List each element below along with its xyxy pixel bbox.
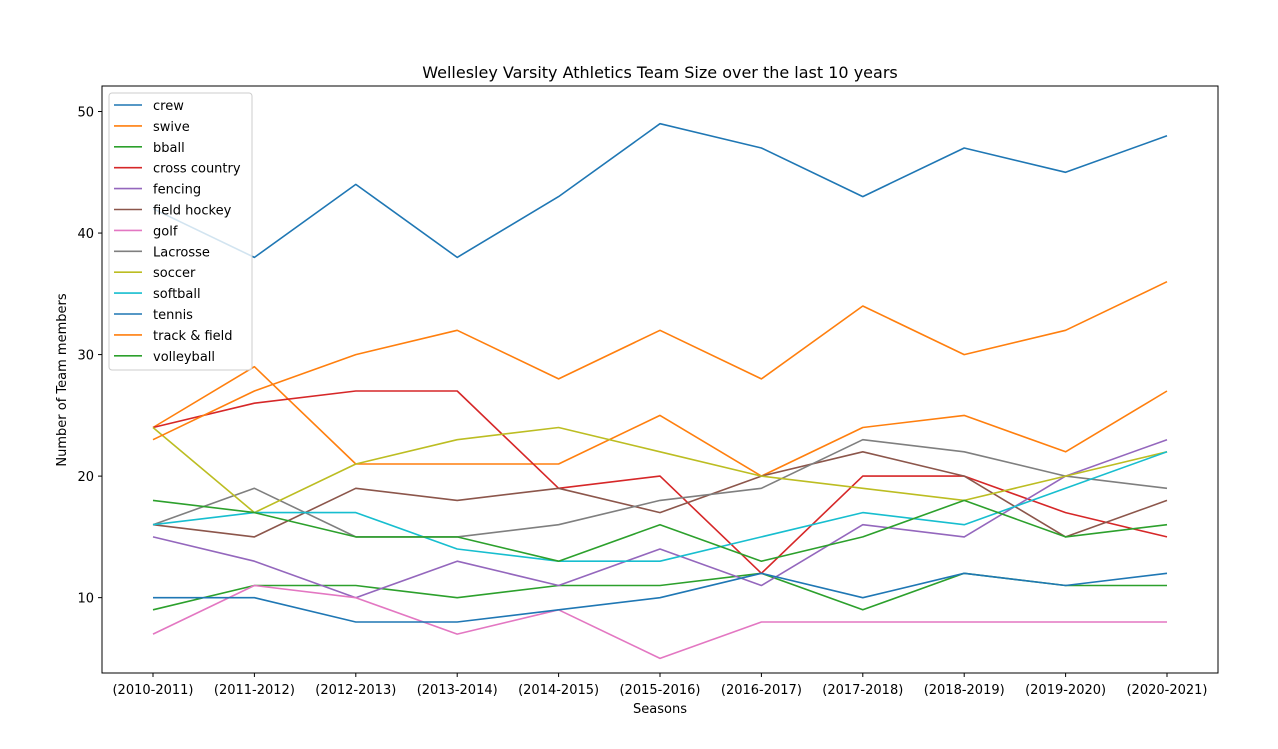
series-line-track-field: [152, 280, 1168, 441]
x-tick-label: (2017-2018): [822, 683, 903, 698]
series-line-field-hockey: [152, 450, 1168, 538]
legend-entry: cross country: [153, 162, 241, 177]
series-lines: [152, 122, 1168, 660]
y-axis: 10 20 30 40 50: [77, 106, 102, 607]
x-tick-label: (2013-2014): [417, 683, 498, 698]
series-line-swive: [152, 365, 1168, 477]
y-tick-label: 10: [77, 592, 94, 607]
legend: crew swive bball cross country fencing field …: [108, 92, 253, 371]
series-line-crew: [152, 122, 1168, 259]
x-tick-label: (2019-2020): [1025, 683, 1106, 698]
legend-box: [108, 92, 253, 371]
x-tick-label: (2020-2021): [1126, 683, 1207, 698]
series-line-soccer: [152, 426, 1168, 514]
legend-entry: volleyball: [153, 350, 215, 365]
legend-entry: field hockey: [153, 204, 232, 219]
legend-entry: Lacrosse: [153, 245, 210, 260]
series-line-golf: [152, 584, 1167, 660]
x-axis-label: Seasons: [633, 702, 687, 717]
x-tick-label: (2015-2016): [619, 683, 700, 698]
legend-entry: soccer: [153, 266, 196, 281]
series-line-volleyball: [152, 499, 1168, 563]
series-line-lacrosse: [152, 438, 1168, 538]
x-tick-label: (2011-2012): [214, 683, 295, 698]
y-tick-label: 40: [77, 227, 94, 242]
chart-title: Wellesley Varsity Athletics Team Size ov…: [422, 63, 897, 82]
x-axis: (2010-2011) (2011-2012) (2012-2013) (2013-2…: [112, 673, 1208, 698]
legend-entry: track & field: [153, 329, 233, 344]
x-tick-label: (2018-2019): [924, 683, 1005, 698]
x-tick-label: (2014-2015): [518, 683, 599, 698]
series-line-tennis: [153, 572, 1168, 623]
series-line-fencing: [152, 438, 1168, 599]
legend-entry: golf: [153, 224, 178, 239]
legend-entry: crew: [153, 99, 184, 114]
y-axis-label: Number of Team members: [55, 293, 70, 466]
x-tick-label: (2016-2017): [721, 683, 802, 698]
y-tick-label: 50: [77, 106, 94, 121]
y-tick-label: 20: [77, 470, 94, 485]
legend-entry: swive: [153, 120, 190, 135]
legend-entry: softball: [153, 287, 201, 302]
x-tick-label: (2010-2011): [112, 683, 193, 698]
legend-entry: bball: [153, 141, 185, 156]
x-tick-label: (2012-2013): [315, 683, 396, 698]
legend-entry: tennis: [153, 308, 193, 323]
legend-entry: fencing: [153, 183, 201, 198]
y-tick-label: 30: [77, 349, 94, 364]
series-line-cross-country: [152, 390, 1168, 575]
